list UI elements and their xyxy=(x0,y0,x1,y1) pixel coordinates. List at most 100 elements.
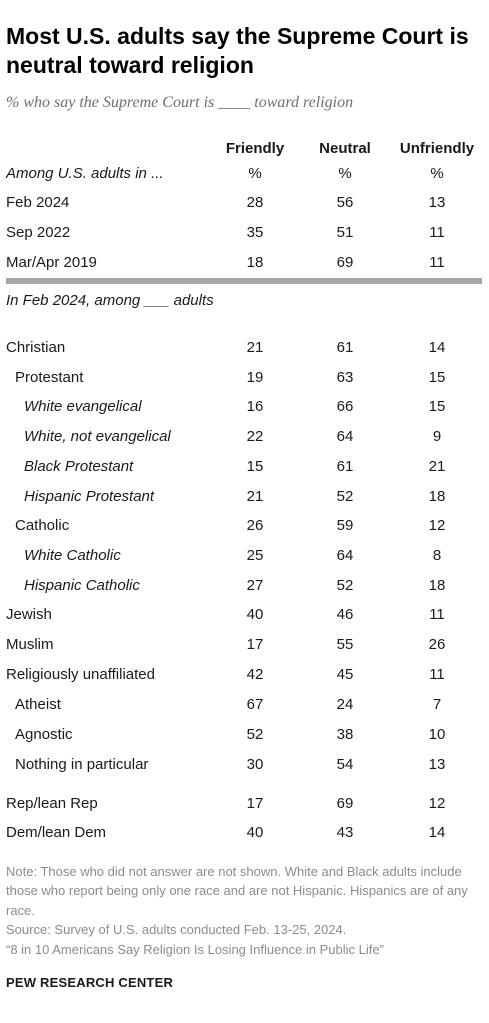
table-row: Rep/lean Rep 17 69 12 xyxy=(0,795,489,819)
cell-value: 69 xyxy=(336,795,354,812)
table-row: Hispanic Protestant 21 52 18 xyxy=(0,488,489,512)
table-row: Black Protestant 15 61 21 xyxy=(0,458,489,482)
report-title: “8 in 10 Americans Say Religion Is Losin… xyxy=(6,941,384,957)
cell-value: 24 xyxy=(336,696,354,713)
cell-value: 21 xyxy=(246,339,264,356)
cell-value: 12 xyxy=(428,795,446,812)
cell-value: 69 xyxy=(336,254,354,271)
table-row: Catholic 26 59 12 xyxy=(0,517,489,541)
cell-value: 18 xyxy=(246,254,264,271)
row-label: Christian xyxy=(6,339,66,356)
cell-value: 27 xyxy=(246,577,264,594)
table-row: Protestant 19 63 15 xyxy=(0,369,489,393)
cell-value: 66 xyxy=(336,398,354,415)
cell-value: 63 xyxy=(336,369,354,386)
row-label: White, not evangelical xyxy=(24,428,171,445)
cell-value: 17 xyxy=(246,795,264,812)
table-row: Feb 2024 28 56 13 xyxy=(0,194,489,218)
row-label: Religiously unaffiliated xyxy=(6,666,155,683)
cell-value: 21 xyxy=(428,458,446,475)
row-label: Hispanic Catholic xyxy=(24,577,140,594)
table-row: Muslim 17 55 26 xyxy=(0,636,489,660)
row-label: Muslim xyxy=(6,636,54,653)
cell-value: 64 xyxy=(336,547,354,564)
cell-value: 16 xyxy=(246,398,264,415)
cell-value: 22 xyxy=(246,428,264,445)
cell-value: 9 xyxy=(432,428,442,445)
cell-value: 21 xyxy=(246,488,264,505)
cell-value: 19 xyxy=(246,369,264,386)
cell-value: 8 xyxy=(432,547,442,564)
cell-value: 11 xyxy=(429,666,445,683)
unit-neutral: % xyxy=(338,165,352,182)
note-text: Note: Those who did not answer are not s… xyxy=(6,864,468,918)
cell-value: 15 xyxy=(428,369,446,386)
table-row: Christian 21 61 14 xyxy=(0,339,489,363)
cell-value: 51 xyxy=(336,224,354,241)
cell-value: 67 xyxy=(246,696,264,713)
cell-value: 55 xyxy=(336,636,354,653)
section1-label: Among U.S. adults in ... xyxy=(6,165,164,182)
cell-value: 13 xyxy=(428,756,446,773)
row-label: Atheist xyxy=(15,696,61,713)
row-label: Hispanic Protestant xyxy=(24,488,155,505)
row-label: Jewish xyxy=(6,606,52,623)
table-row: Sep 2022 35 51 11 xyxy=(0,224,489,248)
cell-value: 10 xyxy=(428,726,446,743)
row-label: Black Protestant xyxy=(24,458,134,475)
cell-value: 35 xyxy=(246,224,264,241)
cell-value: 15 xyxy=(246,458,264,475)
cell-value: 11 xyxy=(429,254,445,271)
cell-value: 18 xyxy=(428,577,446,594)
row-label: White evangelical xyxy=(24,398,142,415)
row-label: Dem/lean Dem xyxy=(6,824,107,841)
cell-value: 13 xyxy=(428,194,446,211)
chart-title: Most U.S. adults say the Supreme Court i… xyxy=(6,23,469,78)
cell-value: 40 xyxy=(246,606,264,623)
table-row: White evangelical 16 66 15 xyxy=(0,398,489,422)
row-label: Nothing in particular xyxy=(15,756,149,773)
cell-value: 11 xyxy=(429,606,445,623)
cell-value: 52 xyxy=(246,726,264,743)
row-label: Sep 2022 xyxy=(6,224,71,241)
table-row: Agnostic 52 38 10 xyxy=(0,726,489,750)
table-row: White Catholic 25 64 8 xyxy=(0,547,489,571)
cell-value: 40 xyxy=(246,824,264,841)
cell-value: 56 xyxy=(336,194,354,211)
row-label: Mar/Apr 2019 xyxy=(6,254,97,271)
cell-value: 64 xyxy=(336,428,354,445)
cell-value: 38 xyxy=(336,726,354,743)
table-row: Mar/Apr 2019 18 69 11 xyxy=(0,254,489,278)
table-row: Dem/lean Dem 40 43 14 xyxy=(0,824,489,848)
brand-logo-text: PEW RESEARCH CENTER xyxy=(6,975,174,990)
table-row: Atheist 67 24 7 xyxy=(0,696,489,720)
section1-header-row: Among U.S. adults in ... xyxy=(0,165,489,189)
cell-value: 61 xyxy=(336,339,354,356)
cell-value: 43 xyxy=(336,824,354,841)
cell-value: 14 xyxy=(428,824,446,841)
cell-value: 25 xyxy=(246,547,264,564)
cell-value: 12 xyxy=(428,517,446,534)
cell-value: 52 xyxy=(336,488,354,505)
table-row: Jewish 40 46 11 xyxy=(0,606,489,630)
column-header-unfriendly: Unfriendly xyxy=(399,140,475,157)
cell-value: 26 xyxy=(246,517,264,534)
cell-value: 54 xyxy=(336,756,354,773)
row-label: Agnostic xyxy=(15,726,73,743)
cell-value: 14 xyxy=(428,339,446,356)
section-divider xyxy=(6,278,482,284)
cell-value: 42 xyxy=(246,666,264,683)
row-label: Rep/lean Rep xyxy=(6,795,98,812)
column-header-neutral: Neutral xyxy=(319,140,371,157)
row-label: Protestant xyxy=(15,369,84,386)
cell-value: 11 xyxy=(429,224,445,241)
cell-value: 30 xyxy=(246,756,264,773)
row-label: Catholic xyxy=(15,517,70,534)
cell-value: 17 xyxy=(246,636,264,653)
cell-value: 28 xyxy=(246,194,264,211)
cell-value: 59 xyxy=(336,517,354,534)
cell-value: 26 xyxy=(428,636,446,653)
section2-label: In Feb 2024, among ___ adults xyxy=(6,292,214,309)
table-row: Hispanic Catholic 27 52 18 xyxy=(0,577,489,601)
unit-friendly: % xyxy=(248,165,262,182)
